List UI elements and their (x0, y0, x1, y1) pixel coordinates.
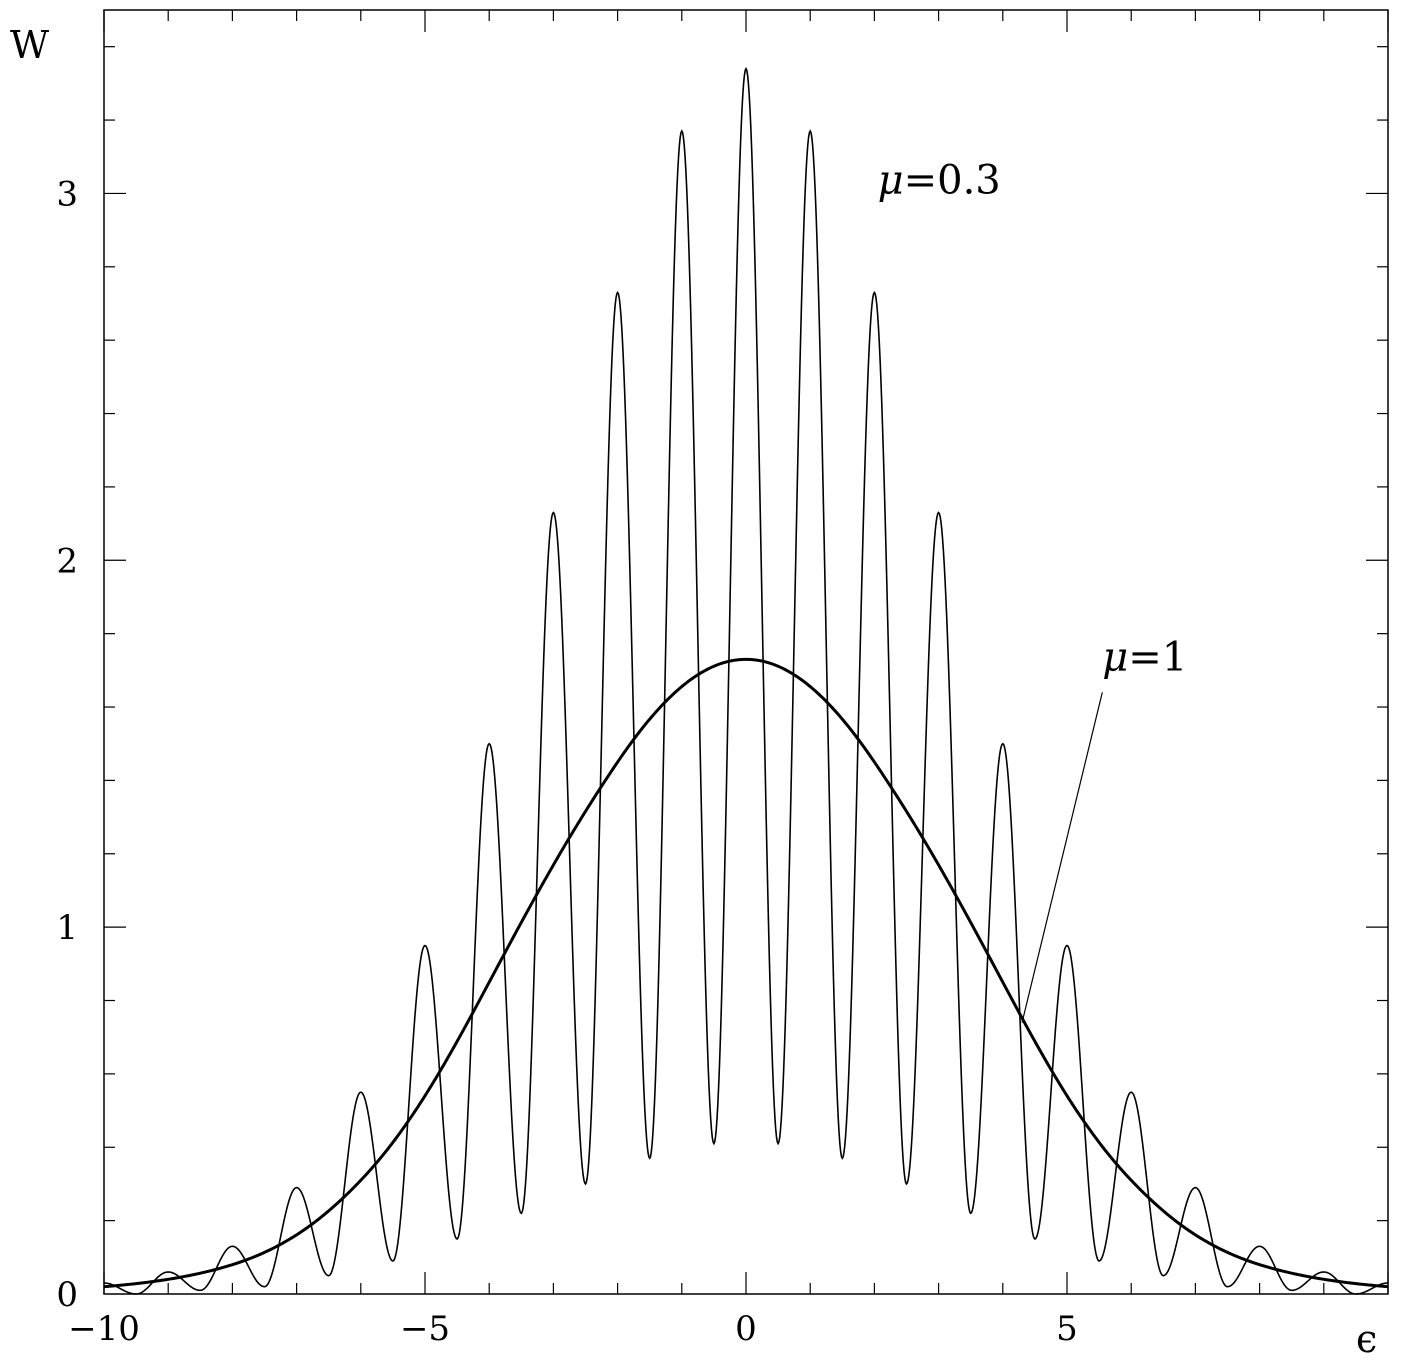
series-mu-1-line (103, 657, 1389, 1289)
plot-frame (103, 9, 1389, 1295)
y-axis-label: W (10, 23, 49, 67)
y-tick-label: 1 (56, 908, 78, 948)
x-axis-label: ϵ (1356, 1317, 1377, 1361)
y-tick-label: 3 (56, 174, 78, 214)
y-tick-label: 0 (56, 1275, 78, 1315)
axis-ticks (103, 10, 1389, 1294)
annotations-group: μ=0.3 μ=1 (878, 157, 1187, 1023)
series-mu-0.3-line (103, 66, 1389, 1295)
x-tick-label: −10 (68, 1309, 140, 1349)
x-tick-label: 5 (1056, 1309, 1078, 1349)
x-tick-label: −5 (400, 1309, 450, 1349)
annotation-mu-1: μ=1 (1102, 634, 1187, 680)
x-tick-label: 0 (735, 1309, 757, 1349)
annotation-leader-line (1021, 692, 1103, 1023)
y-tick-label: 2 (56, 541, 78, 581)
axis-tick-labels: −10 −5 0 5 0 1 2 3 (56, 174, 1077, 1349)
annotation-mu-0.3: μ=0.3 (878, 157, 1001, 203)
series-group (103, 66, 1389, 1295)
